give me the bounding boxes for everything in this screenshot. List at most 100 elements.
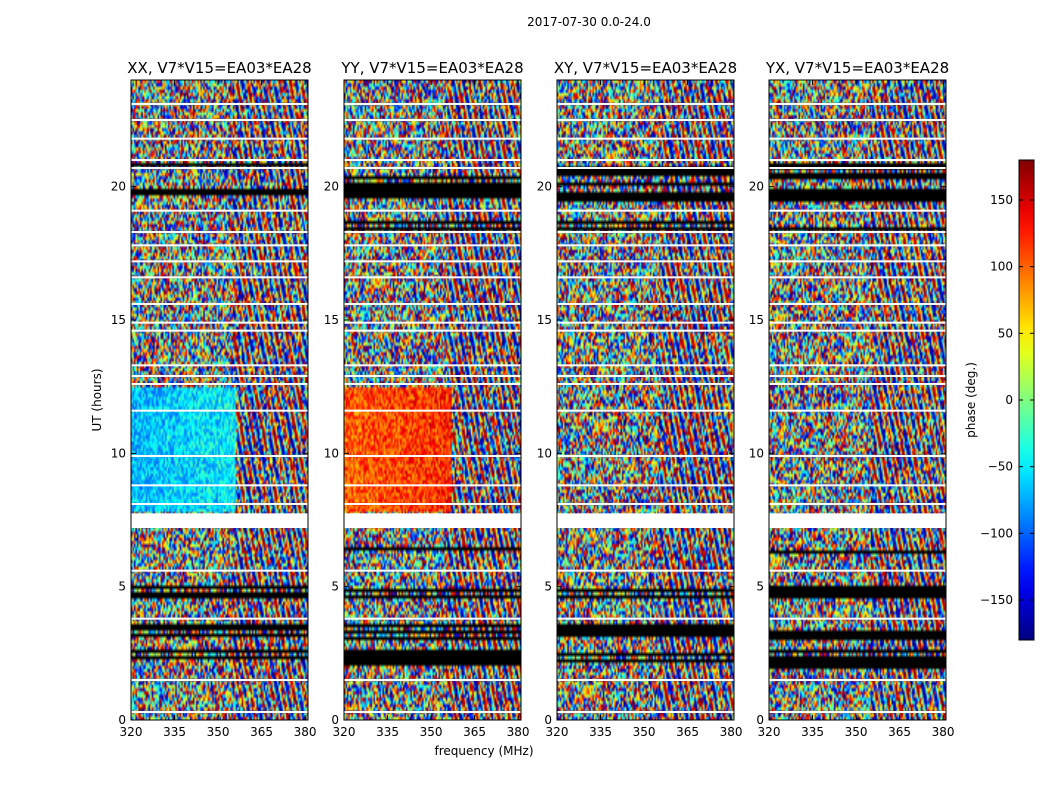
panel-title: XX, V7*V15=EA03*EA28 xyxy=(127,59,311,77)
y-tick-label: 15 xyxy=(537,313,552,327)
flagged-line xyxy=(557,276,734,279)
colorbar-tick-label: −100 xyxy=(980,526,1013,540)
flagged-line xyxy=(769,159,946,161)
colorbar: 150 100 50 0 −50 −100 −150 phase (deg.) xyxy=(964,159,1035,641)
flagged-line xyxy=(131,484,308,487)
panel-title: XY, V7*V15=EA03*EA28 xyxy=(554,59,737,77)
flagged-line xyxy=(344,617,521,620)
flagged-line xyxy=(131,679,308,681)
figure-suptitle: 2017-07-30 0.0-24.0 xyxy=(527,15,651,29)
y-tick-label: 20 xyxy=(537,180,552,194)
y-tick-label: 10 xyxy=(111,446,126,460)
x-tick-label: 380 xyxy=(507,725,530,739)
y-tick-label: 5 xyxy=(544,580,552,594)
x-axis-label: frequency (MHz) xyxy=(434,744,533,758)
flagged-line xyxy=(769,617,946,620)
x-tick-label: 350 xyxy=(420,725,443,739)
flagged-line xyxy=(769,276,946,279)
flagged-line xyxy=(557,484,734,487)
heatmap-image xyxy=(131,80,308,720)
flagged-line xyxy=(131,103,308,105)
flagged-line xyxy=(557,409,734,412)
flagged-line xyxy=(769,484,946,487)
flagged-line xyxy=(769,503,946,505)
flagged-line xyxy=(131,375,308,377)
flagged-line xyxy=(344,484,521,487)
flagged-line xyxy=(344,503,521,505)
flagged-gap xyxy=(131,513,308,528)
panel-4: YX, V7*V15=EA03*EA28 320 335 350 365 380 0 5 10 1… xyxy=(749,59,955,739)
y-tick-label: 0 xyxy=(118,713,126,727)
flagged-line xyxy=(344,329,521,332)
flagged-line xyxy=(344,167,521,169)
flagged-line xyxy=(557,364,734,367)
flagged-line xyxy=(131,617,308,620)
flagged-line xyxy=(131,119,308,121)
flagged-line xyxy=(769,321,946,324)
flagged-line xyxy=(769,244,946,247)
flagged-line xyxy=(769,711,946,713)
y-tick-label: 5 xyxy=(331,580,339,594)
panel-3: XY, V7*V15=EA03*EA28 320 335 350 365 380 0 5 10 1… xyxy=(537,59,743,739)
flagged-line xyxy=(557,167,734,169)
flagged-line xyxy=(769,119,946,121)
flagged-line xyxy=(557,159,734,161)
flagged-line xyxy=(344,679,521,681)
x-tick-label: 320 xyxy=(120,725,143,739)
panels-group: XX, V7*V15=EA03*EA28 320 335 350 365 380 0 5 10 1… xyxy=(90,59,955,758)
flagged-line xyxy=(769,209,946,212)
flagged-line xyxy=(344,260,521,263)
axes-frame xyxy=(130,79,309,721)
flagged-line xyxy=(557,455,734,457)
y-tick-label: 10 xyxy=(324,446,339,460)
y-tick-label: 0 xyxy=(544,713,552,727)
flagged-line xyxy=(131,260,308,263)
flagged-gap xyxy=(557,513,734,528)
x-tick-label: 365 xyxy=(888,725,911,739)
flagged-line xyxy=(557,303,734,305)
colorbar-tick-label: 150 xyxy=(990,193,1013,207)
flagged-line xyxy=(131,711,308,713)
x-tick-label: 350 xyxy=(633,725,656,739)
x-tick-label: 335 xyxy=(376,725,399,739)
panel-title: YX, V7*V15=EA03*EA28 xyxy=(765,59,949,77)
flagged-line xyxy=(344,231,521,233)
y-tick-label: 15 xyxy=(324,313,339,327)
flagged-line xyxy=(131,137,308,140)
flagged-line xyxy=(344,303,521,305)
flagged-line xyxy=(557,329,734,332)
x-tick-label: 320 xyxy=(333,725,356,739)
flagged-line xyxy=(769,569,946,572)
colorbar-tick-label: 100 xyxy=(990,260,1013,274)
x-tick-label: 380 xyxy=(720,725,743,739)
y-tick-label: 15 xyxy=(111,313,126,327)
flagged-line xyxy=(557,503,734,505)
flagged-line xyxy=(131,503,308,505)
heatmap-image xyxy=(769,80,946,720)
flagged-line xyxy=(131,383,308,385)
panel-title: YY, V7*V15=EA03*EA28 xyxy=(340,59,523,77)
y-tick-label: 10 xyxy=(749,446,764,460)
y-tick-label: 0 xyxy=(331,713,339,727)
flagged-line xyxy=(769,167,946,169)
flagged-line xyxy=(131,303,308,305)
flagged-line xyxy=(344,321,521,324)
flagged-line xyxy=(344,569,521,572)
flagged-line xyxy=(344,375,521,377)
flagged-line xyxy=(769,409,946,412)
y-tick-label: 15 xyxy=(749,313,764,327)
flagged-line xyxy=(557,231,734,233)
x-tick-label: 365 xyxy=(250,725,273,739)
x-tick-label: 335 xyxy=(801,725,824,739)
x-tick-label: 335 xyxy=(589,725,612,739)
x-tick-label: 320 xyxy=(546,725,569,739)
colorbar-tick-label: −150 xyxy=(980,593,1013,607)
flagged-line xyxy=(769,303,946,305)
y-tick-label: 10 xyxy=(537,446,552,460)
flagged-line xyxy=(557,375,734,377)
flagged-line xyxy=(557,103,734,105)
y-axis-label: UT (hours) xyxy=(90,368,104,431)
panel-2: YY, V7*V15=EA03*EA28 320 335 350 365 380 0 5 10 1… xyxy=(324,59,534,758)
flagged-line xyxy=(131,276,308,279)
flagged-gap xyxy=(769,513,946,528)
